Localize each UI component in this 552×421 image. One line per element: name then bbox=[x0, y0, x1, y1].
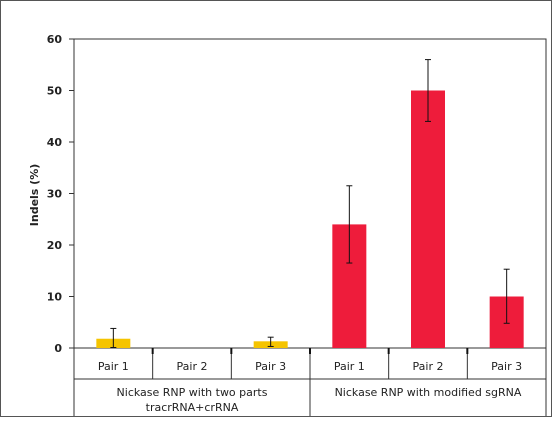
category-label: Pair 3 bbox=[491, 360, 522, 373]
y-tick-label: 50 bbox=[47, 85, 63, 98]
y-tick-label: 60 bbox=[47, 33, 63, 46]
y-tick-label: 30 bbox=[47, 188, 63, 201]
category-label: Pair 1 bbox=[334, 360, 365, 373]
y-tick-label: 20 bbox=[47, 239, 63, 252]
plot-area-border bbox=[73, 38, 547, 349]
y-tick-label: 10 bbox=[47, 291, 63, 304]
group-label: tracrRNA+crRNA bbox=[146, 401, 239, 414]
group-label: Nickase RNP with modified sgRNA bbox=[335, 386, 522, 399]
category-label: Pair 1 bbox=[98, 360, 129, 373]
category-label: Pair 2 bbox=[177, 360, 208, 373]
y-tick-label: 0 bbox=[54, 342, 62, 355]
group-label: Nickase RNP with two parts bbox=[117, 386, 268, 399]
category-label: Pair 3 bbox=[255, 360, 286, 373]
y-axis-label: Indels (%) bbox=[28, 164, 41, 226]
y-tick-label: 40 bbox=[47, 136, 63, 149]
category-label: Pair 2 bbox=[413, 360, 444, 373]
bar bbox=[411, 90, 445, 348]
